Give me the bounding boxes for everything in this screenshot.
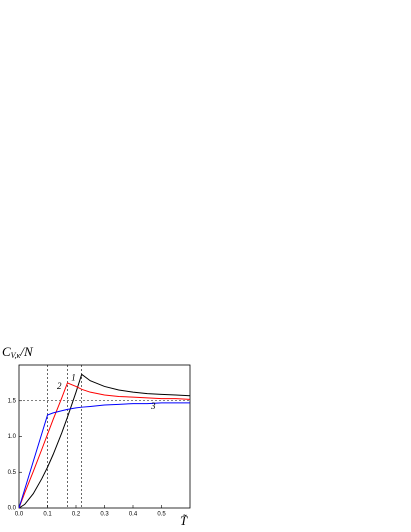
line-series — [18, 402, 190, 509]
y-label-rest: /N — [19, 344, 34, 359]
y-tick-label: 0.5 — [8, 470, 17, 476]
x-tick-label: 0.0 — [15, 512, 24, 518]
x-tick-label: 0.1 — [43, 512, 52, 518]
x-tick-label: 0.4 — [129, 512, 138, 518]
y-label-base: C — [2, 344, 11, 359]
y-label-sub: V,κ — [11, 351, 21, 360]
x-tick-label: 0.3 — [100, 512, 109, 518]
line-series — [18, 382, 191, 509]
y-tick-label: 1.0 — [8, 434, 17, 440]
y-tick-label: 1.5 — [8, 398, 17, 404]
series-label: 1 — [71, 372, 76, 382]
y-axis-label: CV,κ/N — [2, 344, 34, 360]
series-label: 3 — [150, 401, 156, 411]
y-tick-label: 0.0 — [8, 506, 17, 512]
line-series — [18, 373, 191, 509]
x-tick-label: 0.5 — [157, 512, 166, 518]
x-axis-label: T̃ — [180, 513, 188, 528]
series-label: 2 — [57, 381, 62, 391]
x-tick-label: 0.2 — [72, 512, 81, 518]
